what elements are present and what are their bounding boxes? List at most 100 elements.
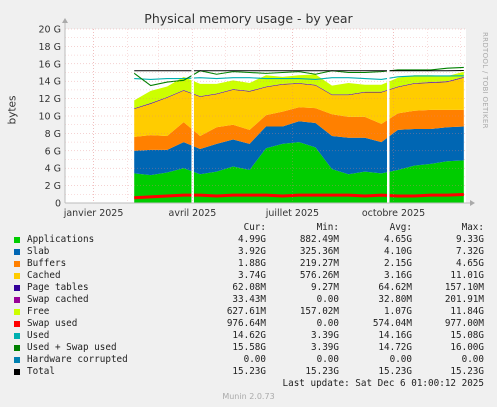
series-area-buffers	[134, 107, 464, 151]
legend-avg-value: 14.72G	[378, 342, 412, 353]
series-area-swap-cached	[134, 76, 464, 109]
legend-row: Used + Swap used 15.58G 3.39G 14.72G 16.00G	[0, 342, 497, 354]
chart-area: 0 2 G 4 G 6 G 8 G 10 G 12 G 14 G 16 G 18 G 20 G jan…	[39, 18, 475, 219]
legend-cur-value: 62.08M	[232, 282, 266, 293]
legend-header-min: Min:	[316, 222, 339, 233]
series-area-slab	[134, 121, 464, 176]
legend-swatch	[14, 249, 20, 255]
legend-series-name: Free	[27, 306, 50, 317]
y-tick-label: 8 G	[45, 129, 61, 140]
series-area-applications	[134, 142, 464, 203]
x-tick-label: juillet 2025	[265, 208, 319, 219]
legend-min-value: 219.27M	[299, 258, 339, 269]
legend-row: Page tables 62.08M 9.27M 64.62M 157.10M	[0, 282, 497, 294]
y-tick-label: 16 G	[39, 59, 61, 70]
legend-avg-value: 4.10G	[384, 246, 412, 257]
legend-series-name: Hardware corrupted	[27, 354, 128, 365]
legend-series-name: Page tables	[27, 282, 89, 293]
legend-max-value: 977.00M	[444, 318, 484, 329]
chart-title: Physical memory usage - by year	[144, 11, 353, 26]
legend-avg-value: 574.04M	[372, 318, 412, 329]
legend-cur-value: 33.43M	[232, 294, 266, 305]
y-tick-label: 4 G	[45, 164, 61, 175]
legend-max-value: 15.23G	[450, 366, 484, 377]
y-tick-label: 10 G	[39, 112, 61, 123]
legend-min-value: 882.49M	[299, 234, 339, 245]
x-tick-label: octobre 2025	[362, 208, 425, 219]
legend-swatch	[14, 237, 20, 243]
legend-series-name: Used + Swap used	[27, 342, 117, 353]
y-tick-label: 12 G	[39, 94, 61, 105]
legend-min-value: 3.39G	[311, 330, 339, 341]
legend-row: Slab 3.92G 325.36M 4.10G 7.32G	[0, 246, 497, 258]
legend-swatch	[14, 309, 20, 315]
legend-avg-value: 14.16G	[378, 330, 412, 341]
legend-series-name: Swap cached	[27, 294, 89, 305]
legend-cur-value: 3.74G	[238, 270, 266, 281]
legend-avg-value: 4.65G	[384, 234, 412, 245]
y-tick-label: 0	[55, 199, 61, 210]
legend-max-value: 4.65G	[456, 258, 484, 269]
last-update: Last update: Sat Dec 6 01:00:12 2025	[282, 378, 485, 389]
legend-min-value: 0.00	[316, 318, 339, 329]
legend-avg-value: 0.00	[389, 354, 412, 365]
legend-cur-value: 3.92G	[238, 246, 266, 257]
legend-min-value: 3.39G	[311, 342, 339, 353]
legend-max-value: 0.00	[461, 354, 484, 365]
y-axis-arrow	[62, 18, 68, 23]
legend-cur-value: 4.99G	[238, 234, 266, 245]
legend-series-name: Total	[27, 366, 55, 377]
series-line-used	[134, 75, 464, 81]
legend-swatch	[14, 369, 20, 375]
legend-max-value: 7.32G	[456, 246, 484, 257]
y-tick-label: 20 G	[39, 25, 61, 36]
legend-min-value: 15.23G	[305, 366, 339, 377]
legend-min-value: 9.27M	[311, 282, 339, 293]
legend-row: Swap cached 33.43M 0.00 32.80M 201.91M	[0, 294, 497, 306]
legend-row: Hardware corrupted 0.00 0.00 0.00 0.00	[0, 354, 497, 366]
legend-row: Swap used 976.64M 0.00 574.04M 977.00M	[0, 318, 497, 330]
legend-max-value: 157.10M	[444, 282, 484, 293]
x-axis-arrow	[470, 200, 475, 206]
legend-max-value: 201.91M	[444, 294, 484, 305]
legend-max-value: 11.84G	[450, 306, 484, 317]
legend-swatch	[14, 297, 20, 303]
legend-header-max: Max:	[461, 222, 484, 233]
legend-min-value: 157.02M	[299, 306, 339, 317]
legend-row: Used 14.62G 3.39G 14.16G 15.08G	[0, 330, 497, 342]
y-tick-label: 18 G	[39, 42, 61, 53]
legend-cur-value: 627.61M	[226, 306, 266, 317]
legend-row: Cached 3.74G 576.26M 3.16G 11.01G	[0, 270, 497, 282]
legend-avg-value: 3.16G	[384, 270, 412, 281]
munin-version: Munin 2.0.73	[222, 392, 275, 401]
y-tick-label: 2 G	[45, 181, 61, 192]
series-line-used-swap-used	[133, 66, 464, 87]
legend-cur-value: 976.64M	[226, 318, 266, 329]
legend-avg-value: 32.80M	[378, 294, 412, 305]
legend-max-value: 16.00G	[450, 342, 484, 353]
legend-min-value: 0.00	[316, 354, 339, 365]
legend-row: Applications 4.99G 882.49M 4.65G 9.33G	[0, 234, 497, 246]
legend-min-value: 0.00	[316, 294, 339, 305]
legend-min-value: 576.26M	[299, 270, 339, 281]
legend-cur-value: 14.62G	[232, 330, 266, 341]
series-line-swap-used	[134, 192, 464, 200]
legend-header-avg: Avg:	[389, 222, 412, 233]
legend-cur-value: 15.58G	[232, 342, 266, 353]
y-tick-label: 6 G	[45, 146, 61, 157]
legend-row: Total 15.23G 15.23G 15.23G 15.23G	[0, 366, 497, 378]
legend-header-cur: Cur:	[243, 222, 266, 233]
x-tick-label: janvier 2025	[63, 208, 124, 219]
legend-swatch	[14, 333, 20, 339]
legend-swatch	[14, 357, 20, 363]
y-tick-label: 14 G	[39, 77, 61, 88]
data-gap	[386, 29, 390, 203]
legend-swatch	[14, 321, 20, 327]
legend-avg-value: 64.62M	[378, 282, 412, 293]
legend-avg-value: 1.07G	[384, 306, 412, 317]
series-area-page-tables	[134, 77, 464, 110]
legend-swatch	[14, 285, 20, 291]
legend-series-name: Cached	[27, 270, 61, 281]
legend-avg-value: 2.15G	[384, 258, 412, 269]
legend-cur-value: 15.23G	[232, 366, 266, 377]
